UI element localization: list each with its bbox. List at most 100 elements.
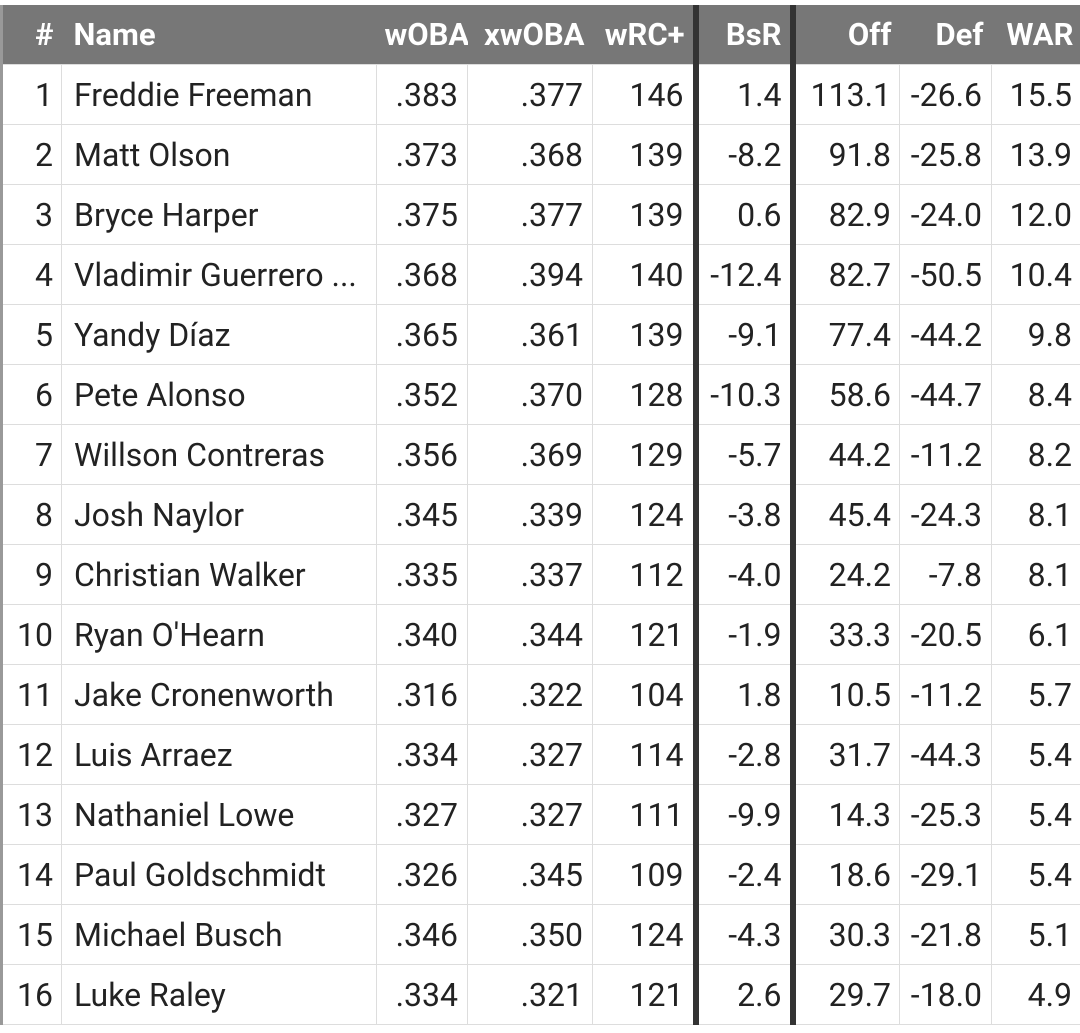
stat-cell: 24.2 xyxy=(789,544,900,605)
stat-cell: -18.0 xyxy=(899,964,992,1025)
stat-cell: -9.9 xyxy=(692,784,793,845)
stat-cell: -20.5 xyxy=(899,604,992,665)
stat-cell: -5.7 xyxy=(692,424,793,485)
stat-cell: 33.3 xyxy=(789,604,900,665)
table-row[interactable]: 6 Pete Alonso .352.370 128 -10.3 58.6 -44.7 8.4 xyxy=(0,364,1080,425)
stat-cell: 44.2 xyxy=(789,424,900,485)
header-row: # Name wOBA xwOBA wRC+ BsR Off Def WAR xyxy=(0,5,1080,65)
table-row[interactable]: 12 Luis Arraez .334.327 114 -2.8 31.7 -44.3 5.4 xyxy=(0,724,1080,785)
stat-cell: 77.4 xyxy=(789,304,900,365)
stat-cell: .350 xyxy=(467,904,593,965)
stat-cell: 16 xyxy=(0,964,62,1025)
stat-cell: .368 xyxy=(467,124,593,185)
table-row[interactable]: 13 Nathaniel Lowe .327.327 111 -9.9 14.3 -25.3… xyxy=(0,784,1080,845)
stat-cell: -3.8 xyxy=(692,484,793,545)
stat-cell: -21.8 xyxy=(899,904,992,965)
column-header[interactable]: wRC+ xyxy=(592,5,696,65)
stat-cell: 129 xyxy=(592,424,696,485)
stat-cell: -11.2 xyxy=(899,424,992,485)
stat-cell: .316 xyxy=(376,664,468,725)
table-row[interactable]: 8 Josh Naylor .345.339 124 -3.8 45.4 -24.3 8.1 xyxy=(0,484,1080,545)
stat-cell: 104 xyxy=(592,664,696,725)
stat-cell: 5.1 xyxy=(991,904,1080,965)
stat-cell: -50.5 xyxy=(899,244,992,305)
table-row[interactable]: 11 Jake Cronenworth .316.322 104 1.8 10.5 -11.… xyxy=(0,664,1080,725)
stat-cell: 91.8 xyxy=(789,124,900,185)
stat-cell: -44.3 xyxy=(899,724,992,785)
table-row[interactable]: 9 Christian Walker .335.337 112 -4.0 24.2 -7.8… xyxy=(0,544,1080,605)
stat-cell: -25.8 xyxy=(899,124,992,185)
stat-cell: -2.8 xyxy=(692,724,793,785)
stat-cell: 9 xyxy=(0,544,62,605)
stat-cell: 3 xyxy=(0,184,62,245)
table-row[interactable]: 15 Michael Busch .346.350 124 -4.3 30.3 -21.8 5… xyxy=(0,904,1080,965)
table-row[interactable]: 7 Willson Contreras .356.369 129 -5.7 44.2 -11… xyxy=(0,424,1080,485)
column-header[interactable]: # xyxy=(0,5,62,65)
stat-cell: 14 xyxy=(0,844,62,905)
table-row[interactable]: 2 Matt Olson .373.368 139 -8.2 91.8 -25.8 13.9 xyxy=(0,124,1080,185)
stat-cell: 112 xyxy=(592,544,696,605)
stat-cell: 14.3 xyxy=(789,784,900,845)
stat-cell: 140 xyxy=(592,244,696,305)
player-name: Paul Goldschmidt xyxy=(61,844,377,905)
stat-cell: .356 xyxy=(376,424,468,485)
stat-cell: 10.4 xyxy=(991,244,1080,305)
column-header[interactable]: xwOBA xyxy=(467,5,593,65)
table-row[interactable]: 1 Freddie Freeman .383.377 146 1.4 113.1 -26.6… xyxy=(0,64,1080,125)
stat-cell: 30.3 xyxy=(789,904,900,965)
stat-cell: -11.2 xyxy=(899,664,992,725)
column-header[interactable]: wOBA xyxy=(376,5,468,65)
player-name: Luis Arraez xyxy=(61,724,377,785)
column-header[interactable]: Name xyxy=(61,5,377,65)
stat-cell: 2 xyxy=(0,124,62,185)
column-header[interactable]: WAR xyxy=(991,5,1080,65)
table-row[interactable]: 16 Luke Raley .334.321 121 2.6 29.7 -18.0 4.9 xyxy=(0,964,1080,1025)
stat-cell: .340 xyxy=(376,604,468,665)
stat-cell: .369 xyxy=(467,424,593,485)
table-row[interactable]: 10 Ryan O'Hearn .340.344 121 -1.9 33.3 -20.5 6.… xyxy=(0,604,1080,665)
stat-cell: 111 xyxy=(592,784,696,845)
table-row[interactable]: 14 Paul Goldschmidt .326.345 109 -2.4 18.6 -29… xyxy=(0,844,1080,905)
stat-cell: .373 xyxy=(376,124,468,185)
stat-cell: -29.1 xyxy=(899,844,992,905)
stat-cell: 13 xyxy=(0,784,62,845)
stat-cell: 82.7 xyxy=(789,244,900,305)
stat-cell: 5.4 xyxy=(991,724,1080,785)
table-row[interactable]: 5 Yandy Díaz .365.361 139 -9.1 77.4 -44.2 9.8 xyxy=(0,304,1080,365)
stat-cell: .327 xyxy=(376,784,468,845)
column-header[interactable]: BsR xyxy=(692,5,793,65)
column-header[interactable]: Off xyxy=(789,5,900,65)
stat-cell: .365 xyxy=(376,304,468,365)
stat-cell: 12.0 xyxy=(991,184,1080,245)
stat-cell: -4.3 xyxy=(692,904,793,965)
stat-cell: 1 xyxy=(0,64,62,125)
stat-cell: -24.3 xyxy=(899,484,992,545)
stat-cell: .383 xyxy=(376,64,468,125)
stat-cell: .344 xyxy=(467,604,593,665)
stat-cell: 9.8 xyxy=(991,304,1080,365)
column-header[interactable]: Def xyxy=(899,5,992,65)
stat-cell: 58.6 xyxy=(789,364,900,425)
stat-cell: 2.6 xyxy=(692,964,793,1025)
player-name: Ryan O'Hearn xyxy=(61,604,377,665)
stat-cell: .334 xyxy=(376,964,468,1025)
stat-cell: .375 xyxy=(376,184,468,245)
player-name: Bryce Harper xyxy=(61,184,377,245)
stat-cell: 1.4 xyxy=(692,64,793,125)
stat-cell: 128 xyxy=(592,364,696,425)
stat-cell: -2.4 xyxy=(692,844,793,905)
stat-cell: -8.2 xyxy=(692,124,793,185)
table-row[interactable]: 4 Vladimir Guerrero ... .368.394 140 -12.4 82… xyxy=(0,244,1080,305)
table-body: 1 Freddie Freeman .383.377 146 1.4 113.1 -26.6… xyxy=(0,64,1080,1025)
player-name: Matt Olson xyxy=(61,124,377,185)
player-name: Josh Naylor xyxy=(61,484,377,545)
stat-cell: 4 xyxy=(0,244,62,305)
table-row[interactable]: 3 Bryce Harper .375.377 139 0.6 82.9 -24.0 12.0 xyxy=(0,184,1080,245)
stats-table: # Name wOBA xwOBA wRC+ BsR Off Def WAR 1 Freddie … xyxy=(0,5,1080,1025)
stat-cell: 10.5 xyxy=(789,664,900,725)
stat-cell: 5 xyxy=(0,304,62,365)
stat-cell: 82.9 xyxy=(789,184,900,245)
stat-cell: 124 xyxy=(592,484,696,545)
stat-cell: .327 xyxy=(467,724,593,785)
stat-cell: -25.3 xyxy=(899,784,992,845)
